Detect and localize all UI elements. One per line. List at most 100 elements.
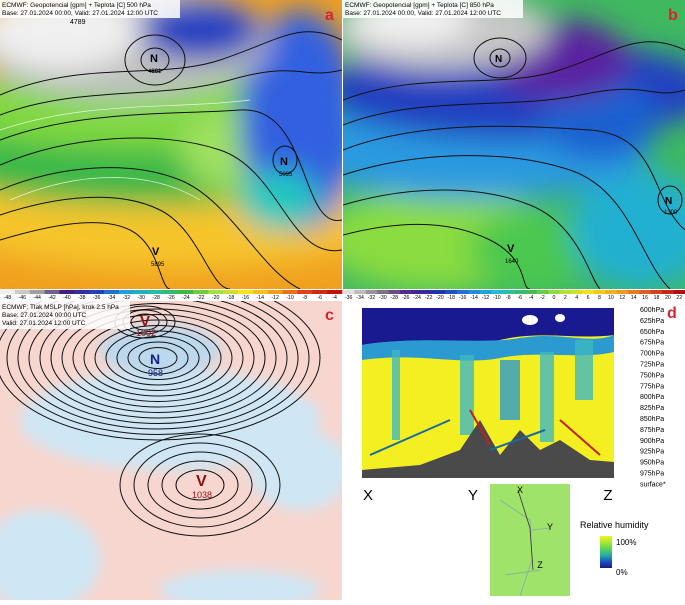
panel-letter: d — [667, 305, 677, 322]
colorbar-label: -8 — [303, 295, 308, 301]
colorbar-swatch — [422, 290, 435, 294]
map-b — [343, 0, 685, 289]
isobar — [127, 341, 189, 375]
colorbar-swatch — [605, 290, 617, 294]
isobar — [0, 301, 321, 441]
colorbar-label: -10 — [493, 295, 501, 301]
colorbar-label: -30 — [138, 295, 146, 301]
isobar — [105, 330, 211, 386]
panel-base: Base: 27.01.2024 00:00, Valid: 27.01.202… — [345, 10, 501, 17]
colorbar-label: -36 — [345, 295, 353, 301]
colorbar-label: -14 — [470, 295, 478, 301]
colorbar-label: -24 — [182, 295, 190, 301]
colorbar-label: 20 — [665, 295, 671, 301]
isobar — [147, 451, 253, 519]
colorbar-swatch — [536, 290, 549, 294]
panel-letter: c — [325, 307, 334, 324]
colorbar-swatch — [502, 290, 515, 294]
contours — [343, 37, 685, 289]
colorbar-swatch — [89, 290, 105, 294]
colorbar-swatch — [491, 290, 503, 294]
colorbar-label: -46 — [19, 295, 27, 301]
colorbar-swatch — [593, 290, 606, 294]
map-label: 5895 — [151, 262, 165, 268]
level-label: 700hPa — [640, 351, 664, 358]
colorbar-swatch — [559, 290, 572, 294]
colorbar-swatch — [525, 290, 538, 294]
map-label: N — [150, 53, 158, 65]
colorbar-b: -36 -34 -32 -30 -28 -26 -24 -22 -20 -18 -16 -14 -12-… — [343, 290, 685, 301]
legend-title: Relative humidity — [580, 520, 649, 530]
map-label: 1640 — [505, 259, 519, 265]
colorbar-label: -6 — [317, 295, 322, 301]
colorbar-swatch — [59, 290, 75, 294]
colorbar-swatch — [479, 290, 492, 294]
colorbar-swatch — [582, 290, 595, 294]
colorbar-swatch — [208, 290, 224, 294]
colorbar-label: -38 — [78, 295, 86, 301]
map-label: 958 — [148, 368, 163, 378]
level-label: 850hPa — [640, 416, 664, 423]
level-label: 725hPa — [640, 362, 664, 369]
level-label: 625hPa — [640, 318, 664, 325]
section-point: Y — [468, 487, 478, 504]
colorbar-swatch — [223, 290, 239, 294]
map-label: 4861 — [148, 69, 162, 75]
level-label: 650hPa — [640, 329, 664, 336]
colorbar-label: 2 — [564, 295, 567, 301]
colorbar-swatch — [178, 290, 194, 294]
colorbar-label: 14 — [631, 295, 637, 301]
colorbar-label: 6 — [587, 295, 590, 301]
colorbar-swatch — [548, 290, 560, 294]
contours — [0, 301, 321, 537]
level-label: 775hPa — [640, 383, 664, 390]
colorbar-label: 22 — [676, 295, 682, 301]
colorbar-swatch — [267, 290, 283, 294]
colorbar-swatch — [118, 290, 135, 294]
map-label: V — [140, 313, 150, 330]
colorbar-label: -12 — [482, 295, 490, 301]
colorbar-label: 4 — [575, 295, 578, 301]
inset-map — [490, 484, 570, 597]
isobar — [130, 313, 160, 331]
colorbar-swatch — [327, 290, 343, 294]
colorbar-swatch — [377, 290, 389, 294]
isobar — [50, 303, 266, 413]
level-label: 750hPa — [640, 372, 664, 379]
isobar — [161, 460, 239, 510]
colorbar-label: -26 — [167, 295, 175, 301]
colorbar-swatch — [148, 290, 164, 294]
colorbar-swatch — [104, 290, 120, 294]
panel-title: ECMWF: Tlak MSLP [hPa], krok 2.5 hPa — [2, 304, 119, 311]
colorbar-label: 0 — [552, 295, 555, 301]
colorbar-label: -44 — [33, 295, 41, 301]
isobar — [72, 314, 244, 402]
colorbar-label: -20 — [212, 295, 220, 301]
level-label: surface* — [640, 481, 666, 488]
pressure-levels: 600hPa 625hPa 650hPa 675hPa 700hPa 725hPa 750h… — [640, 307, 666, 488]
colorbar-swatch — [29, 290, 45, 294]
colorbar-label: -16 — [242, 295, 250, 301]
colorbar-swatch — [445, 290, 458, 294]
colorbar-swatch — [400, 290, 412, 294]
colorbar-swatch — [163, 290, 179, 294]
colorbar-swatch — [74, 290, 90, 294]
colorbar-label: -8 — [506, 295, 511, 301]
inset-point: Z — [537, 560, 543, 570]
colorbar-swatch — [411, 290, 424, 294]
colorbar-label: -6 — [517, 295, 522, 301]
map-label: N — [280, 156, 288, 168]
section-point: X — [363, 487, 373, 504]
colorbar-swatch — [297, 290, 313, 294]
inset-point: Y — [547, 522, 553, 532]
colorbar-label: -14 — [256, 295, 264, 301]
colorbar-swatch — [673, 290, 685, 294]
colorbar-label: -22 — [197, 295, 205, 301]
isobar — [6, 301, 310, 435]
map-label: V — [196, 473, 207, 490]
colorbar-swatch — [662, 290, 674, 294]
map-c — [0, 301, 342, 600]
colorbar-label: 10 — [608, 295, 614, 301]
colorbar-swatch — [650, 290, 663, 294]
map-label: N — [495, 54, 502, 65]
